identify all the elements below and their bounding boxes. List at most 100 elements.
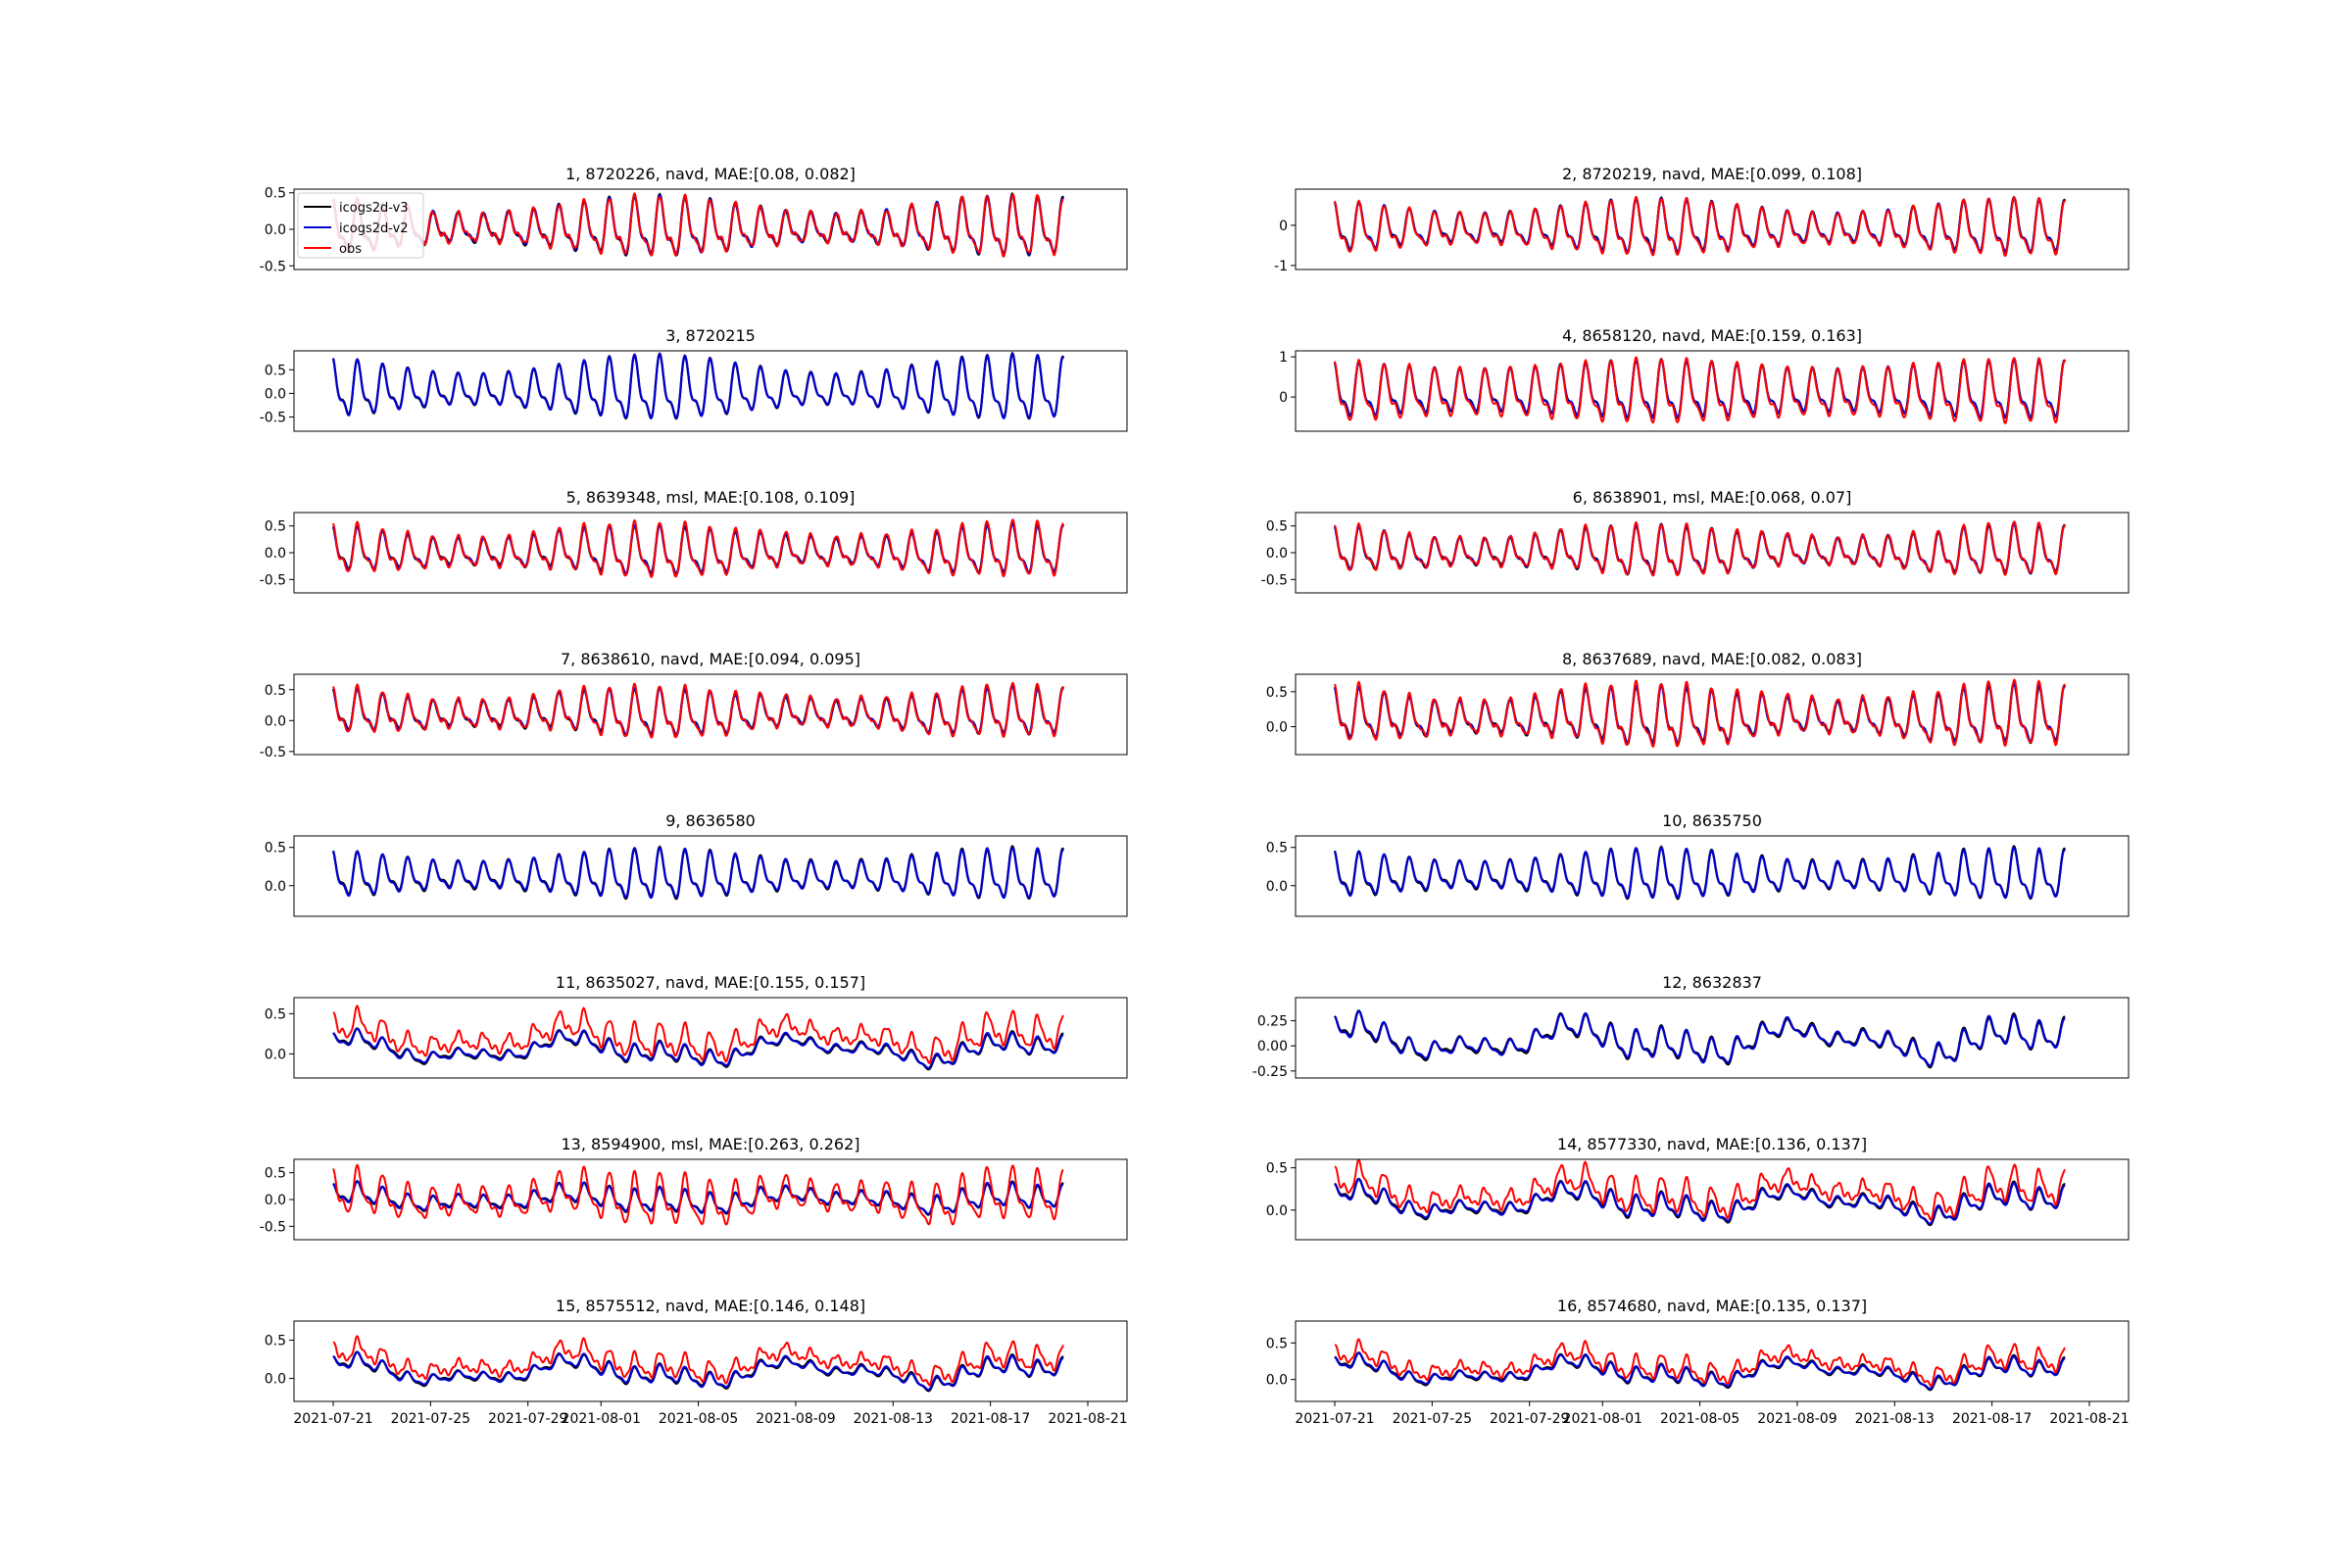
series-obs (1334, 678, 2066, 749)
series-icogs2d-v2 (332, 1350, 1064, 1392)
series-icogs2d-v2 (1334, 1351, 2066, 1391)
legend-label: icogs2d-v3 (339, 201, 409, 216)
y-tick-label: 0.5 (265, 186, 286, 202)
panel-title: 9, 8636580 (665, 811, 756, 830)
panel-10: 10, 8635750 0.5 0.0 (1266, 811, 2130, 917)
series-obs (332, 517, 1064, 579)
series-obs (1334, 356, 2066, 425)
x-tick-label: 2021-08-09 (756, 1411, 835, 1427)
series-icogs2d-v2 (1333, 682, 2067, 745)
legend-box (297, 192, 424, 259)
series-obs (332, 1163, 1064, 1226)
panel-5: 5, 8639348, msl, MAE:[0.108, 0.109] 0.5 0.… (260, 488, 1128, 594)
series-icogs2d-v2 (1334, 1009, 2066, 1067)
plot-frame (1295, 350, 2130, 432)
legend-label: obs (339, 242, 362, 257)
y-tick-label: 0.0 (1266, 1203, 1288, 1219)
x-tick-label: 2021-08-09 (1757, 1411, 1837, 1427)
plot-frame (1295, 512, 2130, 594)
y-tick-label: 0.0 (265, 386, 286, 402)
y-tick-label: -0.5 (260, 572, 286, 588)
panel-title: 12, 8632837 (1662, 973, 1762, 992)
plot-frame (293, 835, 1128, 917)
panel-title: 15, 8575512, navd, MAE:[0.146, 0.148] (556, 1297, 865, 1315)
panel-12: 12, 8632837 0.25 0.00 -0.25 (1252, 973, 2130, 1080)
y-tick-label: 0.0 (265, 546, 286, 562)
y-tick-label: 0.0 (265, 1193, 286, 1208)
y-tick-label: 0.5 (1266, 685, 1288, 701)
x-tick-label: 2021-07-29 (1490, 1411, 1569, 1427)
y-tick-label: 0.5 (1266, 1161, 1288, 1177)
y-tick-label: -0.25 (1252, 1064, 1288, 1080)
y-tick-label: -0.5 (260, 411, 286, 426)
series-obs (332, 681, 1064, 739)
panel-2: 2, 8720219, navd, MAE:[0.099, 0.108] 0 -1 (1274, 165, 2130, 274)
plot-frame (293, 1320, 1128, 1402)
series-icogs2d-v2 (1334, 1178, 2066, 1225)
plot-frame (1295, 673, 2130, 756)
series-icogs2d-v2 (332, 1027, 1064, 1070)
x-tick-label: 2021-08-13 (1855, 1411, 1935, 1427)
panel-13: 13, 8594900, msl, MAE:[0.263, 0.262] 0.5 0… (260, 1135, 1128, 1241)
panel-title: 14, 8577330, navd, MAE:[0.136, 0.137] (1557, 1135, 1867, 1153)
y-tick-label: 0.0 (265, 713, 286, 729)
series-obs (332, 192, 1064, 259)
y-tick-label: 0.5 (1266, 841, 1288, 857)
plot-frame (1295, 188, 2130, 270)
plot-frame (293, 512, 1128, 594)
x-tick-label: 2021-08-21 (1048, 1411, 1127, 1427)
y-tick-label: 0.5 (265, 683, 286, 699)
y-tick-label: 0.5 (1266, 519, 1288, 535)
panel-16: 16, 8574680, navd, MAE:[0.135, 0.137] 0.5… (1266, 1297, 2130, 1427)
series-icogs2d-v2 (331, 846, 1065, 900)
y-tick-label: -0.5 (260, 1219, 286, 1235)
panel-6: 6, 8638901, msl, MAE:[0.068, 0.07] 0.5 0.0… (1261, 488, 2130, 594)
x-tick-label: 2021-08-01 (562, 1411, 641, 1427)
panel-title: 8, 8637689, navd, MAE:[0.082, 0.083] (1562, 650, 1862, 668)
panel-title: 16, 8574680, navd, MAE:[0.135, 0.137] (1557, 1297, 1867, 1315)
x-tick-label: 2021-08-17 (1952, 1411, 2032, 1427)
x-tick-label: 2021-07-29 (488, 1411, 567, 1427)
plot-frame (293, 350, 1128, 432)
plot-frame (293, 997, 1128, 1079)
legend: icogs2d-v3 icogs2d-v2 obs (297, 192, 424, 259)
y-tick-label: -0.5 (260, 259, 286, 274)
panel-11: 11, 8635027, navd, MAE:[0.155, 0.157] 0.5… (265, 973, 1128, 1079)
series-obs (332, 1004, 1064, 1064)
y-tick-label: 0.00 (1257, 1039, 1288, 1054)
series-obs (332, 1335, 1064, 1387)
legend-label: icogs2d-v2 (339, 221, 409, 236)
y-tick-label: 0.5 (265, 1334, 286, 1349)
panel-1: 1, 8720226, navd, MAE:[0.08, 0.082] 0.5 0.… (260, 165, 1128, 274)
panel-14: 14, 8577330, navd, MAE:[0.136, 0.137] 0.5… (1266, 1135, 2130, 1241)
plot-frame (1295, 1320, 2130, 1402)
plot-frame (1295, 835, 2130, 917)
panel-7: 7, 8638610, navd, MAE:[0.094, 0.095] 0.5 0… (260, 650, 1128, 760)
plot-frame (1295, 1158, 2130, 1241)
y-tick-label: 0.0 (1266, 546, 1288, 562)
series-obs (1334, 520, 2066, 577)
y-tick-label: 1 (1279, 350, 1288, 366)
x-tick-label: 2021-07-21 (293, 1411, 372, 1427)
panel-4: 4, 8658120, navd, MAE:[0.159, 0.163] 1 0 (1279, 326, 2130, 432)
y-tick-label: 0.5 (265, 363, 286, 378)
y-tick-label: 0.0 (1266, 1373, 1288, 1389)
series-icogs2d-v2 (331, 521, 1064, 575)
panel-title: 5, 8639348, msl, MAE:[0.108, 0.109] (566, 488, 856, 507)
series-obs (1334, 1159, 2066, 1221)
panel-title: 4, 8658120, navd, MAE:[0.159, 0.163] (1562, 326, 1862, 345)
panel-title: 6, 8638901, msl, MAE:[0.068, 0.07] (1573, 488, 1852, 507)
x-tick-label: 2021-07-21 (1295, 1411, 1374, 1427)
x-tick-label: 2021-08-17 (951, 1411, 1030, 1427)
y-tick-label: 0.0 (265, 1047, 286, 1062)
series-icogs2d-v2 (331, 352, 1065, 420)
x-tick-label: 2021-07-25 (391, 1411, 470, 1427)
panel-3: 3, 8720215 0.5 0.0 -0.5 (260, 326, 1128, 432)
plot-frame (1295, 997, 2130, 1079)
y-tick-label: 0.0 (265, 222, 286, 238)
series-icogs2d-v2 (1333, 846, 2067, 900)
y-tick-label: 0.0 (265, 879, 286, 895)
panel-9: 9, 8636580 0.5 0.0 (265, 811, 1128, 917)
panel-15: 15, 8575512, navd, MAE:[0.146, 0.148] 0.5… (265, 1297, 1128, 1427)
